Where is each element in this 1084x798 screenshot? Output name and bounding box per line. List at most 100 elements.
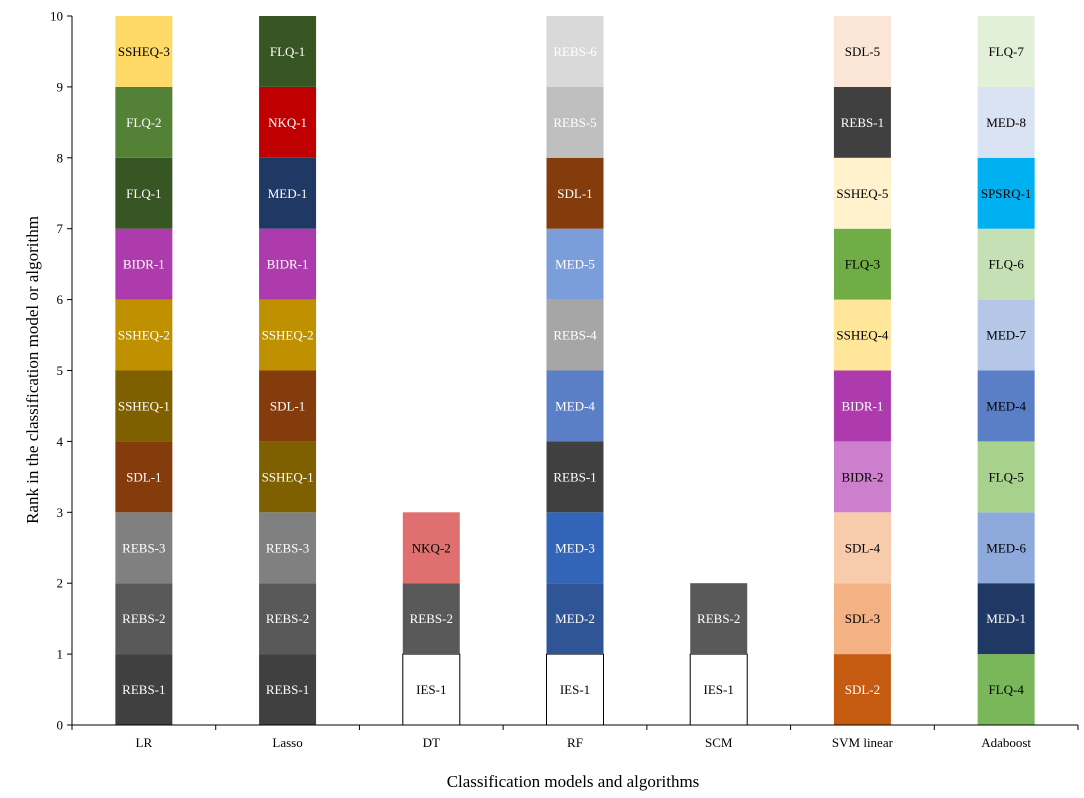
bar-segment-label: IES-1 [704, 682, 734, 697]
bar-segment [115, 583, 173, 655]
bar-segment-label: REBS-6 [553, 44, 597, 59]
y-tick-label: 7 [57, 221, 64, 236]
bar-segment-label: REBS-1 [266, 682, 309, 697]
bar-segment [259, 299, 317, 371]
bar-segment [977, 370, 1035, 442]
bar-segment-label: SSHEQ-2 [262, 328, 314, 343]
x-category-label: RF [567, 735, 583, 750]
stack-dt: IES-1 REBS-2 NKQ-2 [402, 512, 461, 726]
bar-segment-label: REBS-2 [410, 611, 453, 626]
bars-layer: REBS-1 REBS-2 REBS-3 SDL-1 SSHEQ-1 SSHEQ-2 BID… [115, 16, 1035, 726]
bar-segment [546, 370, 604, 442]
y-tick-label: 9 [57, 79, 64, 94]
bar-segment-label: SPSRQ-1 [981, 186, 1032, 201]
bar-segment [402, 583, 460, 655]
bar-segment [833, 86, 891, 158]
bar-segment [115, 299, 173, 371]
x-category-label: SCM [705, 735, 733, 750]
bar-segment-label: FLQ-3 [845, 257, 880, 272]
stack-scm: IES-1 REBS-2 [689, 583, 748, 726]
bar-segment [546, 86, 604, 158]
bar-segment-label: SDL-4 [845, 540, 881, 555]
bar-segment-label: FLQ-4 [988, 682, 1024, 697]
bar-segment-label: REBS-2 [122, 611, 165, 626]
bar-segment-label: REBS-3 [266, 540, 309, 555]
bar-segment [115, 16, 173, 87]
y-tick-label: 0 [57, 718, 64, 733]
bar-segment [977, 228, 1035, 300]
x-category-label: Adaboost [981, 735, 1031, 750]
stack-rf: IES-1 MED-2 MED-3 REBS-1 MED-4 REBS-4 MED-5 SDL… [546, 16, 604, 726]
bar-segment [259, 16, 317, 87]
stack-svm-linear: SDL-2 SDL-3 SDL-4 BIDR-2 BIDR-1 SSHEQ-4 FLQ-3 S… [833, 16, 891, 725]
bar-segment-label: SDL-1 [557, 186, 592, 201]
bar-segment-label: MED-6 [986, 540, 1026, 555]
y-tick-label: 2 [57, 576, 64, 591]
y-tick-labels: 0 1 2 3 4 5 6 7 8 9 10 [50, 9, 64, 733]
bar-segment [259, 370, 317, 442]
bar-segment-label: REBS-5 [553, 115, 596, 130]
bar-segment-label: SSHEQ-1 [262, 469, 314, 484]
bar-segment-label: SDL-2 [845, 682, 880, 697]
bar-segment-label: SSHEQ-1 [118, 398, 170, 413]
bar-segment-label: FLQ-2 [126, 115, 161, 130]
bar-segment-label: SSHEQ-5 [836, 186, 888, 201]
bar-segment [833, 157, 891, 229]
bar-segment [977, 16, 1035, 87]
bar-segment [977, 299, 1035, 371]
y-tick-label: 10 [50, 9, 63, 24]
bar-segment-label: SDL-1 [126, 469, 161, 484]
bar-segment [115, 228, 173, 300]
bar-segment-label: IES-1 [560, 682, 590, 697]
bar-segment-label: REBS-1 [553, 469, 596, 484]
bar-segment-label: REBS-2 [697, 611, 740, 626]
bar-segment [546, 441, 604, 513]
bar-segment-label: MED-4 [555, 398, 595, 413]
bar-segment-label: FLQ-5 [988, 469, 1023, 484]
x-category-label: Lasso [272, 735, 302, 750]
bar-segment-label: MED-5 [555, 257, 595, 272]
bar-segment [977, 157, 1035, 229]
bar-segment-label: MED-2 [555, 611, 595, 626]
bar-segment-label: MED-1 [986, 611, 1026, 626]
bar-segment-label: FLQ-1 [126, 186, 161, 201]
bar-segment [546, 16, 604, 87]
x-category-label: LR [136, 735, 153, 750]
bar-segment [546, 228, 604, 300]
bar-segment [115, 512, 173, 584]
stack-lasso: REBS-1 REBS-2 REBS-3 SSHEQ-1 SDL-1 SSHEQ-2 BID… [259, 16, 317, 725]
bar-segment [115, 654, 173, 725]
bar-segment-label: BIDR-1 [841, 398, 883, 413]
bar-segment [546, 299, 604, 371]
bar-segment-label: MED-1 [268, 186, 308, 201]
bar-segment [833, 441, 891, 513]
axes-layer [67, 15, 1079, 730]
bar-segment [977, 441, 1035, 513]
x-category-label: SVM linear [832, 735, 894, 750]
bar-segment [977, 654, 1035, 725]
y-tick-label: 4 [57, 434, 64, 449]
bar-segment-label: MED-7 [986, 328, 1026, 343]
bar-segment-label: SSHEQ-4 [836, 328, 889, 343]
bar-segment [259, 512, 317, 584]
bar-segment-label: REBS-3 [122, 540, 165, 555]
bar-segment-label: REBS-1 [841, 115, 884, 130]
bar-segment-label: MED-4 [986, 398, 1026, 413]
bar-segment [833, 228, 891, 300]
stack-adaboost: FLQ-4 MED-1 MED-6 FLQ-5 MED-4 MED-7 FLQ-6 SPSRQ… [977, 16, 1035, 725]
bar-segment [115, 86, 173, 158]
bar-segment [259, 86, 317, 158]
bar-segment [115, 157, 173, 229]
bar-segment-label: FLQ-6 [988, 257, 1024, 272]
y-axis-title: Rank in the classification model or algo… [23, 216, 42, 524]
bar-segment-label: SSHEQ-2 [118, 328, 170, 343]
bar-segment [259, 583, 317, 655]
bar-segment [115, 441, 173, 513]
bar-segment [259, 441, 317, 513]
bar-segment [833, 512, 891, 584]
bar-segment-label: MED-3 [555, 540, 595, 555]
bar-segment-label: FLQ-1 [270, 44, 305, 59]
bar-segment-label: BIDR-1 [267, 257, 309, 272]
y-tick-label: 3 [57, 505, 64, 520]
